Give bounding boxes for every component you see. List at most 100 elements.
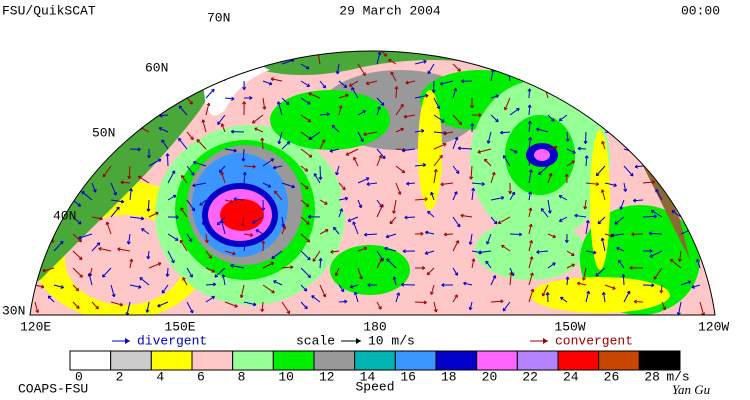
wind-vector-head (430, 191, 434, 196)
wind-vector (300, 165, 308, 172)
wind-vector-head (206, 102, 211, 107)
wind-vector (300, 97, 311, 105)
wind-vector-head (659, 170, 664, 174)
wind-vector-head (112, 84, 116, 89)
wind-vector-head (76, 305, 80, 309)
wind-vector (661, 301, 666, 310)
wind-vector-head (165, 273, 170, 277)
wind-vector (687, 148, 701, 156)
wind-vector-head (241, 223, 245, 227)
wind-vector (376, 52, 381, 65)
wind-vector-head (306, 238, 311, 243)
wind-vector (366, 80, 378, 85)
wind-vector-head (518, 232, 523, 237)
wind-vector (528, 191, 532, 201)
wind-vector (395, 165, 405, 174)
wind-vector (141, 228, 150, 235)
colorbar-box (232, 350, 274, 371)
wind-vector (395, 292, 400, 303)
wind-vector (558, 114, 568, 122)
wind-vector-head (239, 294, 244, 299)
wind-vector-head (687, 152, 691, 156)
wind-vector (353, 157, 359, 167)
wind-vector-head (230, 129, 235, 134)
wind-vector (186, 301, 194, 314)
wind-vector (509, 267, 515, 276)
wind-vector-head (601, 39, 604, 42)
wind-vector (240, 284, 245, 298)
wind-vector-head (385, 234, 390, 239)
wind-vector (601, 237, 606, 252)
wind-vector (243, 165, 256, 168)
colorbar-box (557, 350, 600, 371)
wind-vector-head (171, 170, 176, 174)
wind-vector (690, 80, 701, 87)
wind-vector (528, 88, 531, 99)
wind-vector-head (52, 118, 57, 123)
wind-vector (402, 148, 416, 152)
wind-vector-head (551, 55, 556, 60)
wind-vector (129, 188, 132, 201)
wind-vector-head (630, 31, 633, 34)
wind-vector (167, 51, 175, 55)
convergent-arrow-head (543, 338, 548, 344)
wind-vector-head (129, 39, 132, 42)
wind-vector-head (326, 112, 330, 117)
wind-vector-head (572, 150, 576, 154)
wind-vector-head (611, 131, 615, 136)
wind-vector-head (364, 41, 367, 44)
wind-vector (72, 301, 80, 309)
wind-vector (243, 233, 253, 236)
wind-vector-head (281, 223, 286, 228)
wind-vector-head (501, 244, 505, 249)
wind-vector-head (271, 255, 275, 260)
date: 29 March 2004 (339, 3, 441, 18)
wind-vector (528, 224, 532, 235)
wind-vector-head (500, 195, 505, 200)
wind-vector-head (102, 274, 106, 278)
wind-vector (338, 300, 348, 303)
wind-vector (300, 63, 310, 70)
wind-vector (313, 173, 321, 184)
wind-vector (670, 108, 682, 116)
colorbar-box (110, 350, 152, 371)
wind-vector-head (242, 101, 247, 105)
wind-vector-head (128, 123, 133, 127)
wind-vector (363, 131, 378, 136)
wind-vector (680, 281, 691, 286)
wind-vector (181, 41, 187, 47)
wind-vector-head (441, 283, 445, 288)
wind-vector (242, 216, 245, 227)
lon-label: 150E (164, 319, 195, 334)
wind-vector (47, 148, 55, 159)
wind-vector-head (700, 240, 705, 245)
wind-vector (167, 250, 175, 264)
wind-vector-head (322, 293, 327, 298)
wind-vector-head (201, 221, 206, 226)
wind-vector-head (422, 163, 427, 167)
wind-vector (102, 165, 112, 178)
wind-vector-head (116, 206, 120, 211)
wind-vector-head (47, 295, 52, 300)
wind-vector-head (78, 235, 82, 240)
wind-vector-head (242, 171, 247, 176)
wind-vector-head (402, 249, 406, 254)
wind-vector-head (365, 81, 370, 86)
wind-vector-head (155, 108, 159, 112)
wind-vector-head (221, 274, 226, 278)
wind-vector (393, 199, 397, 214)
wind-vector (504, 97, 511, 111)
wind-vector (414, 60, 427, 65)
wind-vector-head (486, 241, 490, 245)
wind-vector-head (56, 39, 59, 42)
wind-vector (53, 284, 64, 289)
wind-vector-head (555, 30, 558, 33)
wind-vector (262, 262, 274, 269)
wind-vector-head (60, 204, 64, 209)
wind-vector (557, 93, 568, 99)
wind-vector (336, 63, 340, 75)
wind-vector (199, 199, 207, 206)
colorbar-tick-label: 16 (400, 369, 416, 384)
wind-vector-head (401, 148, 406, 153)
wind-vector-head (615, 56, 619, 60)
